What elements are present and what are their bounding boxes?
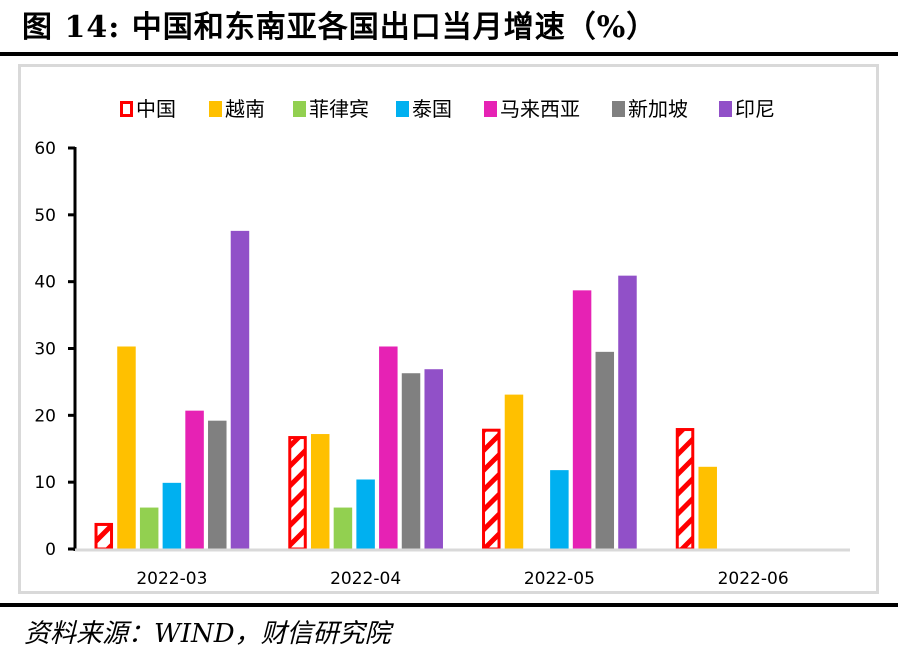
x-tick-label: 2022-04 — [330, 569, 401, 589]
legend-item: 中国 — [120, 97, 176, 121]
legend-item: 马来西亚 — [484, 97, 580, 121]
bar-1-5 — [401, 373, 421, 549]
x-tick-label: 2022-03 — [136, 569, 207, 589]
bar-1-6 — [424, 369, 443, 549]
bar-0-4 — [185, 410, 204, 549]
y-tick-label: 10 — [34, 473, 56, 493]
legend-label: 印尼 — [735, 97, 775, 121]
bar-0-2 — [139, 507, 159, 549]
legend-swatch — [120, 101, 133, 117]
bar-2-4 — [572, 290, 592, 549]
bar-0-1 — [117, 346, 136, 549]
legend-label: 泰国 — [412, 97, 452, 121]
bar-1-4 — [379, 346, 398, 549]
bar-2-5 — [595, 351, 615, 549]
bar-0-5 — [208, 420, 227, 549]
bars — [94, 230, 717, 551]
legend-item: 印尼 — [719, 97, 775, 121]
legend-swatch — [719, 101, 732, 117]
y-tick-label: 50 — [34, 206, 56, 226]
legend-swatch — [396, 101, 409, 117]
legend-item: 新加坡 — [612, 97, 688, 121]
bar-1-1 — [310, 434, 330, 549]
source-note: 资料来源：WIND，财信研究院 — [24, 619, 391, 649]
y-tick-label: 20 — [34, 406, 56, 426]
top-rule — [0, 52, 898, 56]
x-tick-label: 2022-05 — [524, 569, 595, 589]
legend-item: 泰国 — [396, 97, 452, 121]
legend-label: 越南 — [225, 97, 265, 121]
y-tick-label: 30 — [34, 340, 56, 360]
bar-2-1 — [504, 394, 524, 549]
bottom-rule — [0, 603, 898, 607]
y-tick-label: 0 — [45, 540, 56, 560]
bar-2-3 — [550, 470, 569, 549]
y-axis: 0 10 20 30 40 50 60 — [34, 139, 77, 560]
bar-0-0 — [94, 522, 114, 551]
bar-2-0 — [482, 428, 501, 551]
chart-frame — [18, 64, 879, 594]
legend-swatch — [484, 101, 497, 117]
bar-0-3 — [162, 482, 182, 549]
y-tick-label: 60 — [34, 139, 56, 159]
legend-label: 中国 — [136, 97, 176, 121]
legend-item: 越南 — [209, 97, 265, 121]
figure-title: 图 14: 中国和东南亚各国出口当月增速（%） — [22, 10, 658, 45]
legend-item: 菲律宾 — [293, 97, 369, 121]
bar-3-1 — [698, 466, 717, 549]
x-tick-label: 2022-06 — [718, 569, 789, 589]
bar-2-6 — [618, 275, 637, 549]
bar-3-0 — [675, 428, 695, 551]
bar-1-0 — [288, 436, 307, 551]
bar-1-3 — [356, 479, 375, 549]
bar-1-2 — [333, 507, 353, 549]
y-tick-label: 40 — [34, 273, 56, 293]
legend-label: 马来西亚 — [500, 97, 580, 121]
legend-swatch — [209, 101, 222, 117]
legend: 中国 越南 菲律宾 泰国 马来西亚 新加坡 印尼 — [120, 97, 775, 121]
legend-label: 菲律宾 — [309, 97, 369, 121]
x-axis: 2022-03 2022-04 2022-05 2022-06 — [75, 548, 850, 589]
legend-label: 新加坡 — [628, 97, 688, 121]
legend-swatch — [293, 101, 306, 117]
bar-0-6 — [230, 230, 250, 549]
legend-swatch — [612, 101, 625, 117]
